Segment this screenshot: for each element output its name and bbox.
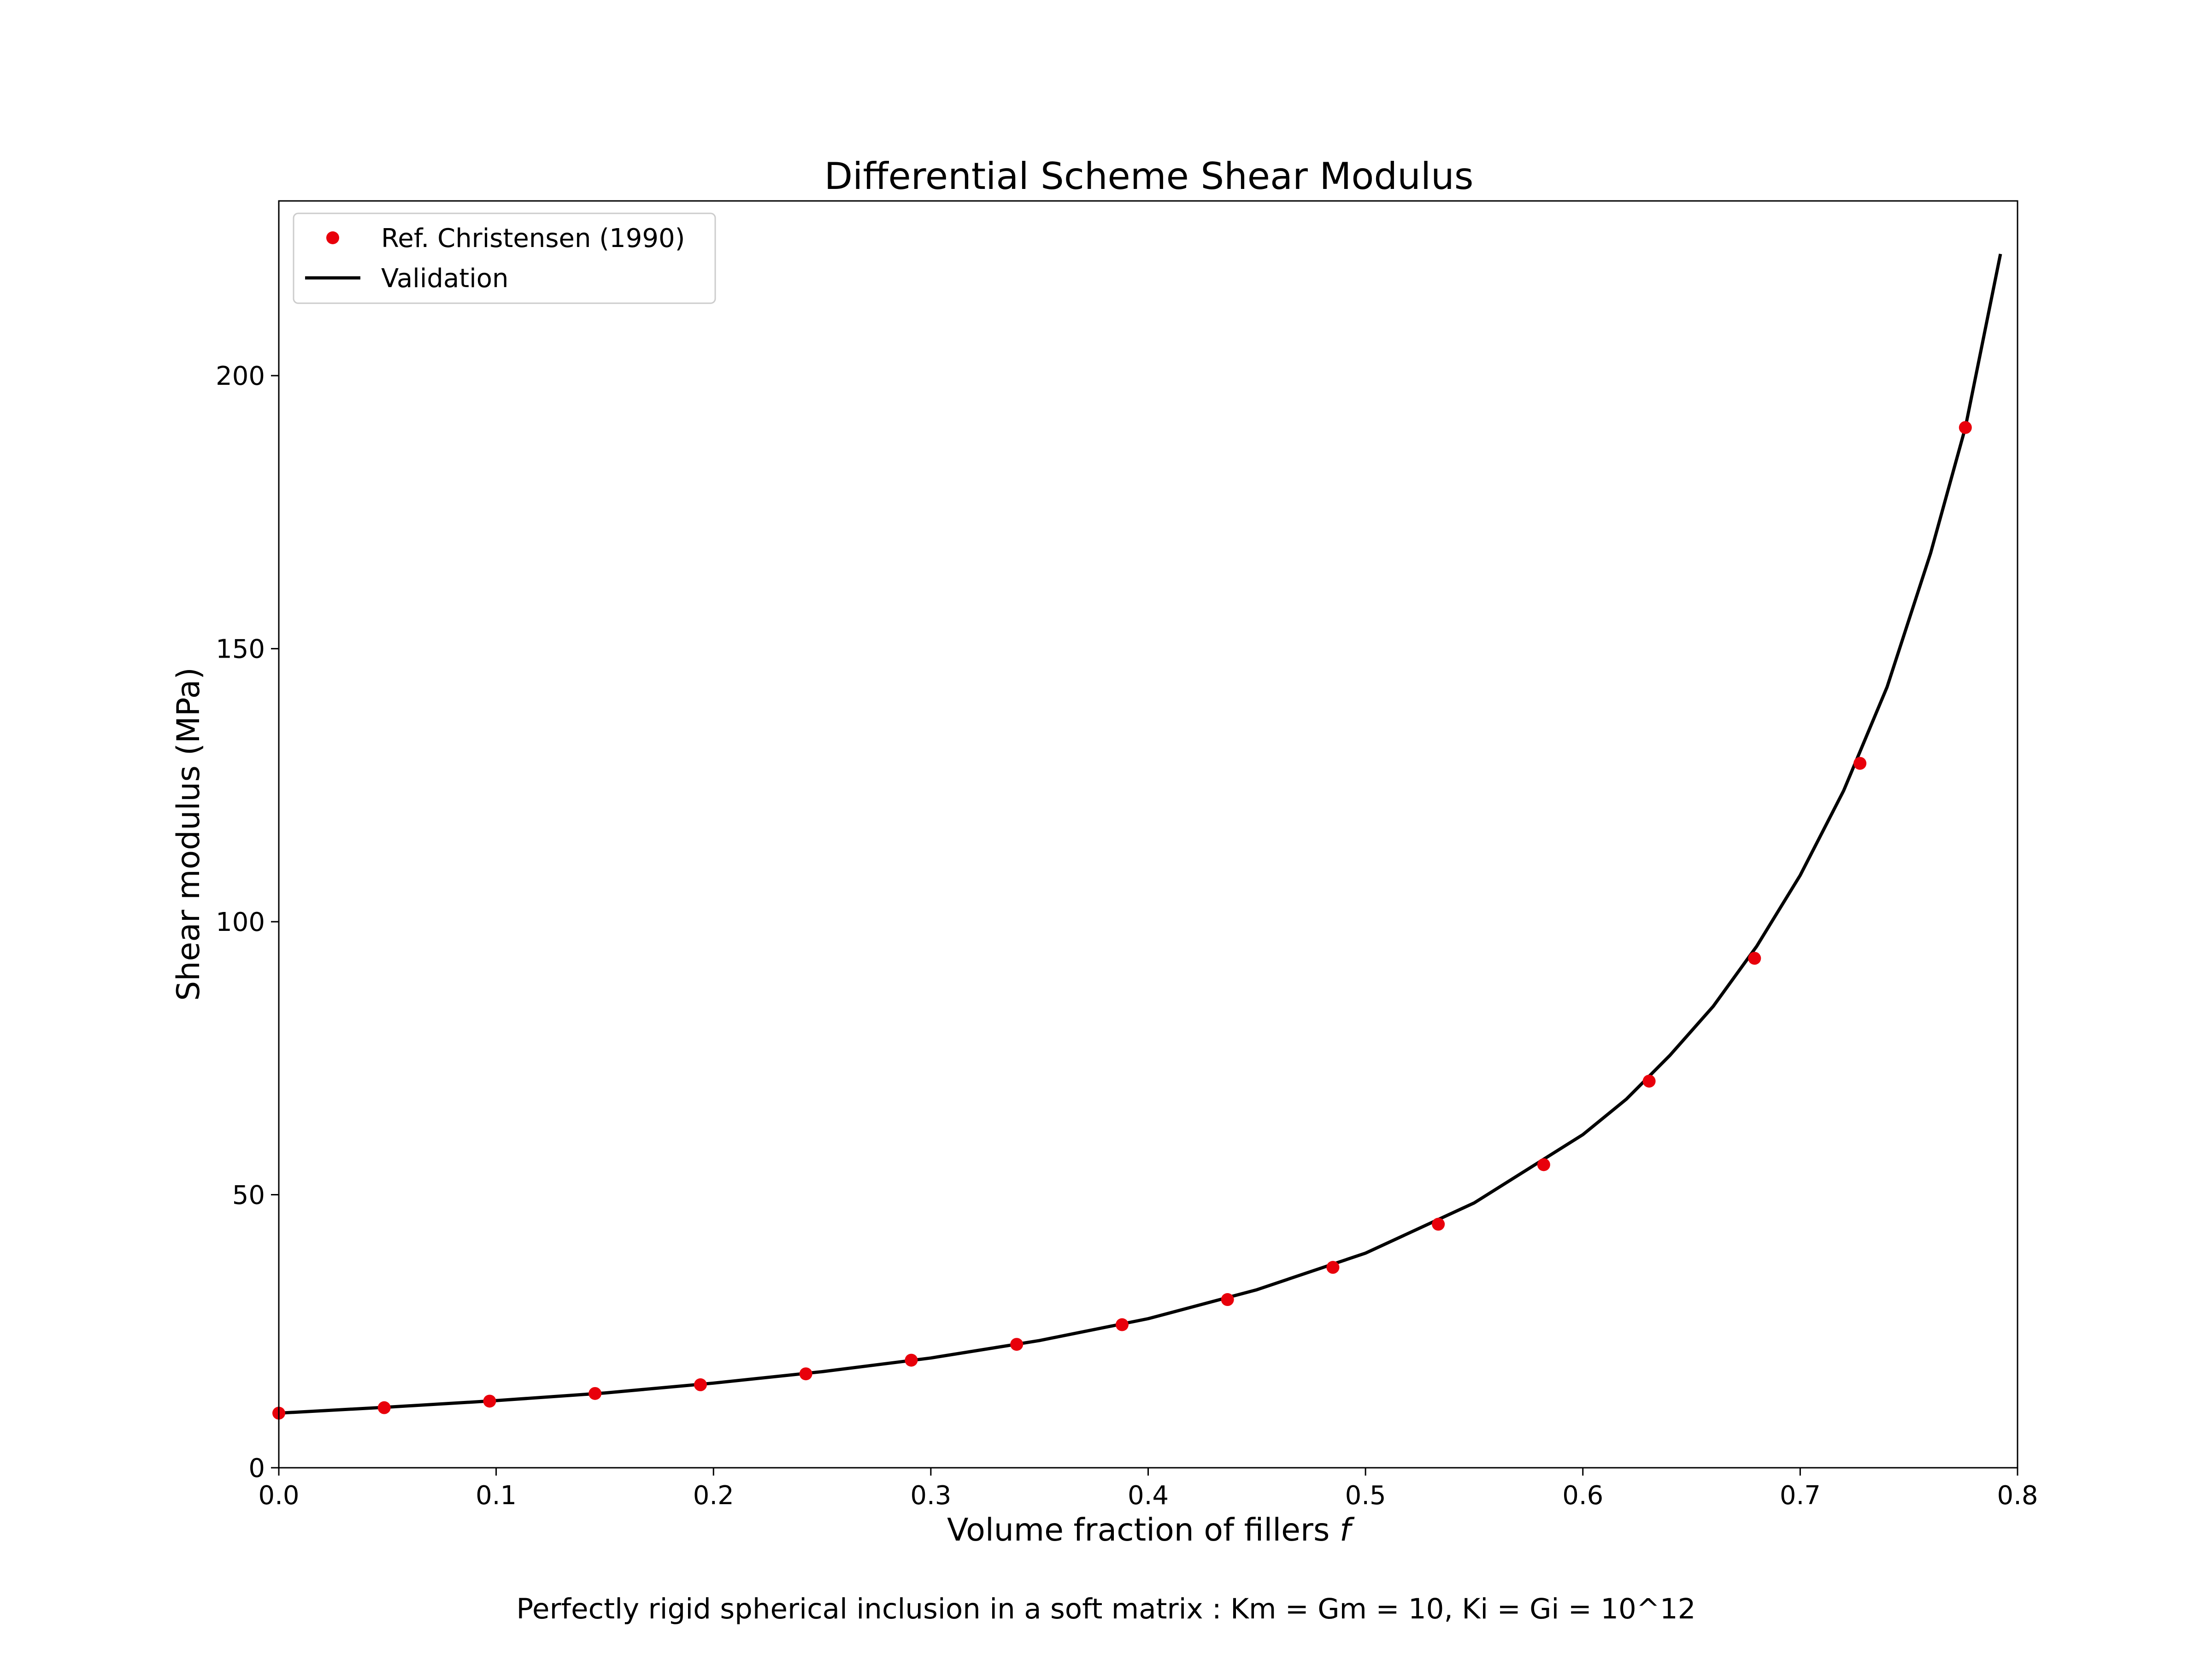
reference-data-point bbox=[1221, 1293, 1234, 1306]
validation-series-layer bbox=[277, 253, 2002, 1415]
x-axis-label: Volume fraction of fillers f bbox=[947, 1512, 1355, 1548]
chart-caption: Perfectly rigid spherical inclusion in a… bbox=[516, 1593, 1695, 1625]
reference-data-point bbox=[1010, 1338, 1024, 1351]
x-tick-label: 0.6 bbox=[1562, 1481, 1603, 1511]
y-tick-label: 200 bbox=[216, 361, 265, 391]
y-tick-label: 150 bbox=[216, 635, 265, 665]
reference-data-point bbox=[1959, 421, 1972, 434]
reference-data-point bbox=[799, 1367, 812, 1381]
legend: Ref. Christensen (1990) Validation bbox=[293, 212, 716, 304]
x-tick-label: 0.3 bbox=[910, 1481, 951, 1511]
y-tick-label: 0 bbox=[248, 1453, 265, 1483]
reference-data-point bbox=[1115, 1318, 1129, 1331]
y-tick-label: 100 bbox=[216, 907, 265, 937]
legend-marker-reference bbox=[326, 231, 339, 244]
reference-points-layer bbox=[272, 421, 1972, 1420]
reference-data-point bbox=[377, 1401, 391, 1414]
x-tick-label: 0.0 bbox=[258, 1481, 299, 1511]
y-tick-label: 50 bbox=[232, 1181, 265, 1211]
x-tick-label: 0.2 bbox=[693, 1481, 734, 1511]
reference-data-point bbox=[1853, 757, 1867, 770]
reference-data-point bbox=[1748, 952, 1761, 965]
y-axis-ticks: 0 50 100 150 200 bbox=[216, 361, 279, 1483]
x-tick-label: 0.1 bbox=[476, 1481, 517, 1511]
reference-data-point bbox=[1642, 1075, 1656, 1088]
y-axis-label: Shear modulus (MPa) bbox=[171, 667, 207, 1001]
reference-data-point bbox=[588, 1387, 602, 1400]
x-tick-label: 0.7 bbox=[1780, 1481, 1821, 1511]
reference-data-point bbox=[905, 1353, 918, 1367]
x-tick-label: 0.4 bbox=[1128, 1481, 1169, 1511]
reference-data-point bbox=[1326, 1261, 1340, 1274]
chart-title: Differential Scheme Shear Modulus bbox=[824, 155, 1474, 198]
x-tick-label: 0.8 bbox=[1997, 1481, 2038, 1511]
x-axis-ticks: 0.0 0.1 0.2 0.3 0.4 0.5 0.6 0.7 0.8 bbox=[258, 1468, 2038, 1511]
reference-data-point bbox=[483, 1394, 496, 1408]
legend-label-reference: Ref. Christensen (1990) bbox=[381, 224, 685, 253]
reference-data-point bbox=[1537, 1158, 1550, 1171]
reference-data-point bbox=[694, 1378, 707, 1391]
legend-label-validation: Validation bbox=[381, 264, 509, 294]
reference-data-point bbox=[1432, 1218, 1445, 1231]
validation-line bbox=[277, 253, 2002, 1415]
x-tick-label: 0.5 bbox=[1345, 1481, 1386, 1511]
legend-frame bbox=[293, 212, 716, 304]
